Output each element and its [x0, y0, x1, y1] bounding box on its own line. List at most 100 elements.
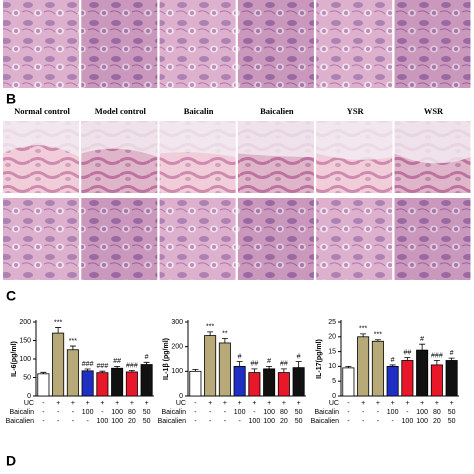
- error-bar: [266, 366, 273, 369]
- condition-name: UC: [176, 400, 186, 407]
- condition-value: -: [377, 409, 380, 416]
- bar: [204, 335, 217, 397]
- histology-image: [3, 0, 79, 88]
- error-bar: [55, 327, 62, 334]
- bar: [96, 372, 109, 397]
- y-tick-label: 25: [328, 319, 336, 326]
- bar: [66, 349, 79, 397]
- significance-label: ##: [113, 358, 121, 365]
- column-header: YSR: [347, 106, 365, 116]
- column-header: Baicalien: [260, 106, 294, 116]
- histology-image: [159, 0, 236, 88]
- bar: [140, 364, 153, 397]
- lumen: [316, 121, 393, 160]
- lumen: [159, 121, 236, 157]
- condition-value: +: [405, 400, 409, 407]
- condition-value: 20: [433, 418, 441, 425]
- condition-value: -: [101, 409, 104, 416]
- condition-value: 100: [416, 409, 428, 416]
- bar: [277, 372, 290, 397]
- lumen: [3, 121, 79, 157]
- significance-label: #: [238, 353, 242, 360]
- error-bar: [419, 343, 426, 351]
- condition-value: -: [238, 418, 241, 425]
- bar: [81, 370, 94, 397]
- y-tick-label: 100: [171, 368, 183, 375]
- bar: [386, 365, 399, 397]
- condition-name: Baicalin: [314, 409, 339, 416]
- image-shade: [81, 0, 158, 88]
- condition-value: -: [42, 409, 45, 416]
- condition-value: +: [282, 400, 286, 407]
- condition-value: +: [420, 400, 424, 407]
- error-bar: [360, 333, 367, 337]
- condition-value: 50: [448, 418, 456, 425]
- y-tick-label: 20: [328, 334, 336, 341]
- error-bar: [221, 338, 228, 343]
- bar: [263, 368, 276, 397]
- condition-value: -: [347, 418, 350, 425]
- significance-label: #: [297, 353, 301, 360]
- condition-value: 50: [448, 409, 456, 416]
- condition-value: -: [224, 409, 227, 416]
- histology-image: [237, 198, 314, 280]
- bar: [401, 360, 414, 397]
- condition-value: 50: [143, 418, 151, 425]
- bar: [357, 336, 370, 397]
- panel-label: C: [6, 288, 16, 304]
- image-shade: [316, 198, 393, 280]
- y-tick-label: 50: [23, 374, 31, 381]
- bar: [430, 364, 443, 397]
- condition-value: -: [209, 418, 212, 425]
- histology-image: [81, 0, 158, 88]
- y-axis-label: IL-6(pg/ml): [11, 341, 18, 377]
- histology-image: [237, 0, 314, 88]
- bar: [218, 342, 231, 397]
- bar: [52, 332, 65, 397]
- condition-value: 100: [402, 418, 414, 425]
- significance-label: #: [391, 357, 395, 364]
- condition-value: +: [391, 400, 395, 407]
- condition-name: Baicalin: [9, 409, 34, 416]
- significance-label: **: [222, 330, 228, 337]
- significance-label: #: [420, 336, 424, 343]
- bar: [37, 373, 50, 397]
- condition-value: +: [361, 400, 365, 407]
- condition-value: -: [253, 409, 256, 416]
- column-header: WSR: [424, 106, 444, 116]
- condition-value: +: [252, 400, 256, 407]
- significance-label: ***: [206, 324, 214, 331]
- y-tick-label: 0: [27, 393, 31, 400]
- histology-image: [81, 198, 158, 280]
- condition-value: -: [194, 400, 197, 407]
- image-shade: [237, 0, 314, 88]
- condition-value: -: [72, 409, 75, 416]
- condition-value: -: [42, 400, 45, 407]
- condition-value: -: [209, 409, 212, 416]
- condition-value: -: [377, 418, 380, 425]
- y-tick-label: 200: [171, 344, 183, 351]
- condition-value: +: [86, 400, 90, 407]
- bar: [342, 367, 355, 397]
- condition-value: -: [194, 418, 197, 425]
- significance-label: ###: [126, 362, 138, 369]
- y-axis-label: IL-17(pg/ml): [316, 339, 323, 379]
- condition-name: Baicalien: [6, 418, 35, 425]
- condition-value: -: [224, 418, 227, 425]
- condition-value: 80: [128, 409, 136, 416]
- condition-value: +: [208, 400, 212, 407]
- condition-value: 100: [82, 409, 94, 416]
- condition-value: +: [56, 400, 60, 407]
- condition-value: -: [194, 409, 197, 416]
- histology-image: [3, 198, 79, 280]
- significance-label: ***: [374, 332, 382, 339]
- error-bar: [114, 366, 121, 369]
- condition-value: +: [435, 400, 439, 407]
- condition-value: +: [71, 400, 75, 407]
- condition-value: 100: [234, 409, 246, 416]
- error-bar: [345, 366, 352, 368]
- image-shade: [159, 0, 236, 88]
- column-header: Baicalin: [184, 106, 214, 116]
- error-bar: [448, 357, 455, 361]
- y-axis-label: IL-1β (pg/ml): [163, 338, 170, 380]
